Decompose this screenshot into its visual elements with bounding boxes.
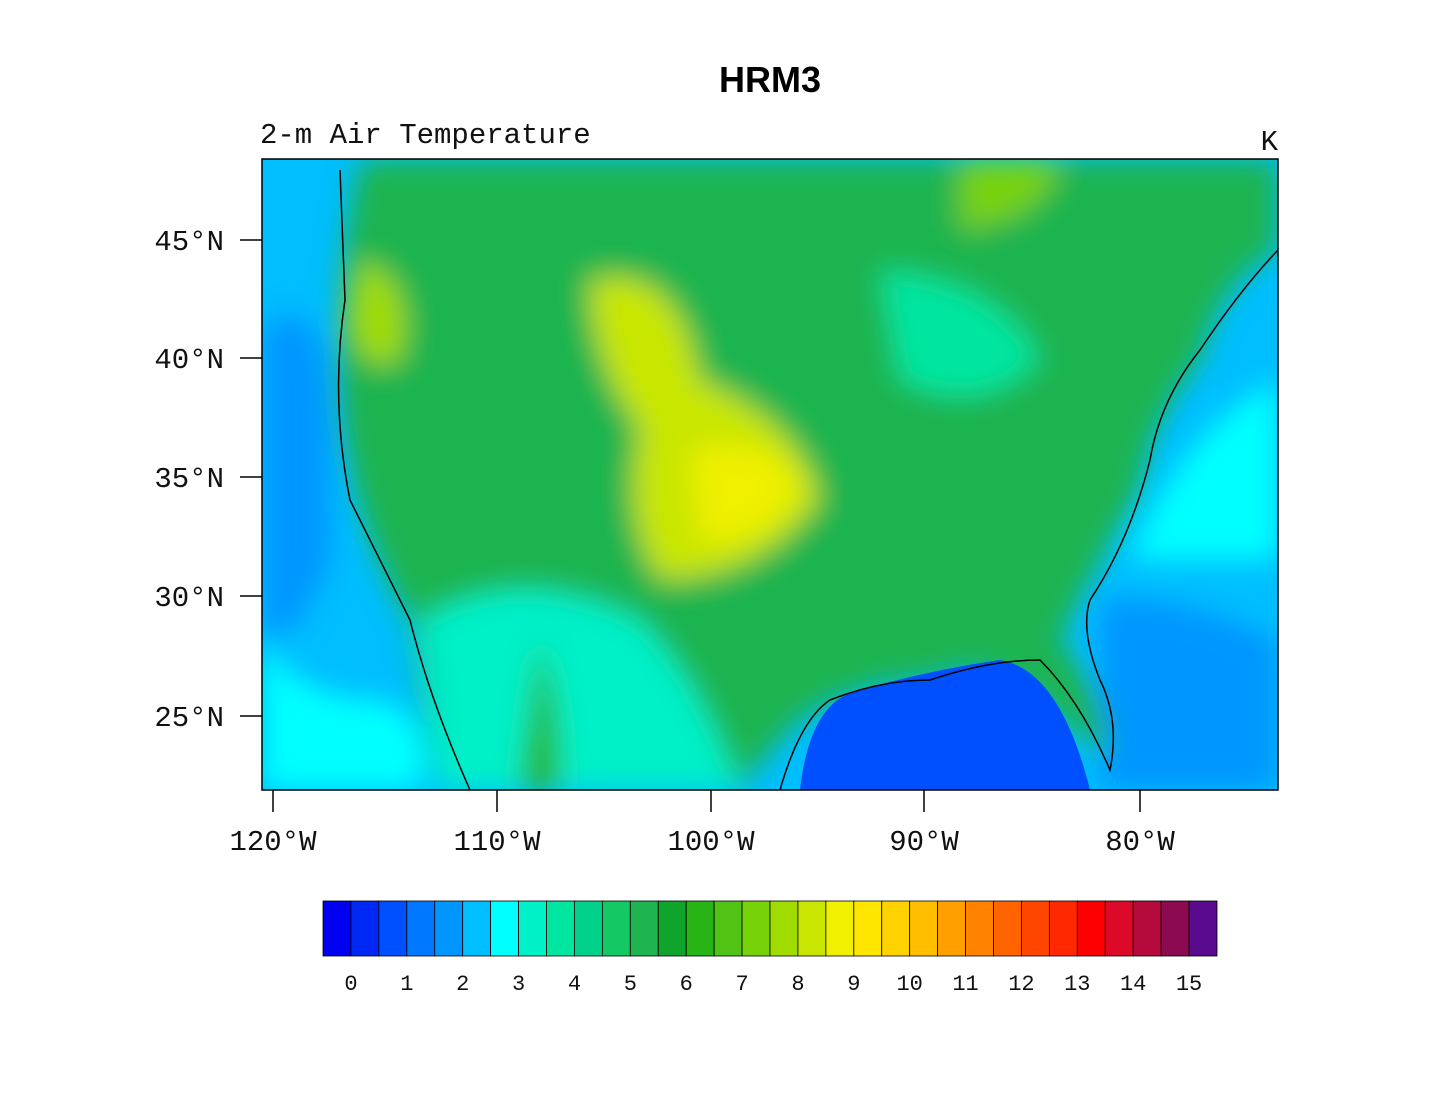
colorbar-box [601, 900, 631, 957]
lon-label: 100°W [667, 826, 755, 859]
colorbar-box [1076, 900, 1106, 957]
subtitle: 2-m Air Temperature [260, 119, 591, 152]
colorbar-label: 0 [344, 972, 357, 997]
colorbar-box [713, 900, 743, 957]
colorbar-label: 8 [791, 972, 804, 997]
colorbar-label: 4 [568, 972, 581, 997]
colorbar-label: 15 [1176, 972, 1202, 997]
map-field [262, 159, 1278, 790]
colorbar-box [993, 900, 1022, 957]
colorbar-label: 10 [896, 972, 922, 997]
title: HRM3 [719, 59, 821, 100]
colorbar-box [574, 900, 603, 957]
colorbar: 0 1 2 3 4 5 6 7 8 9 10 11 12 13 14 15 [322, 900, 1218, 997]
colorbar-box [378, 900, 408, 957]
colorbar-box [657, 900, 687, 957]
colorbar-box [518, 900, 547, 957]
colorbar-box [881, 900, 911, 957]
colorbar-box [937, 900, 966, 957]
lon-label: 80°W [1105, 826, 1175, 859]
colorbar-label: 14 [1120, 972, 1146, 997]
colorbar-box [1188, 900, 1218, 957]
colorbar-box [546, 900, 575, 957]
colorbar-box [1021, 900, 1050, 957]
colorbar-box [965, 900, 994, 957]
units: K [1261, 126, 1279, 159]
colorbar-box [825, 900, 855, 957]
plot-frame [261, 158, 1279, 791]
colorbar-box [434, 900, 464, 957]
colorbar-box [629, 900, 659, 957]
lat-label: 45°N [154, 226, 224, 259]
colorbar-box [1048, 900, 1078, 957]
colorbar-box [322, 900, 352, 957]
lat-label: 35°N [154, 463, 224, 496]
lat-label: 25°N [154, 702, 224, 735]
colorbar-label: 11 [952, 972, 978, 997]
colorbar-label: 7 [735, 972, 748, 997]
lon-label: 90°W [889, 826, 959, 859]
colorbar-box [1132, 900, 1162, 957]
colorbar-label: 13 [1064, 972, 1090, 997]
lon-label: 120°W [229, 826, 317, 859]
colorbar-box [769, 900, 799, 957]
colorbar-box [462, 900, 492, 957]
colorbar-label: 12 [1008, 972, 1034, 997]
lat-label: 40°N [154, 344, 224, 377]
colorbar-label: 1 [400, 972, 413, 997]
axes: 45°N 40°N 35°N 30°N 25°N 120°W 110°W 100°W 90°W 8… [154, 226, 1175, 859]
colorbar-box [490, 900, 519, 957]
colorbar-box [685, 900, 715, 957]
colorbar-box [1160, 900, 1190, 957]
colorbar-label: 2 [456, 972, 469, 997]
colorbar-box [1104, 900, 1134, 957]
colorbar-label: 6 [680, 972, 693, 997]
colorbar-box [741, 900, 771, 957]
colorbar-box [797, 900, 827, 957]
lat-label: 30°N [154, 582, 224, 615]
colorbar-label: 5 [624, 972, 637, 997]
colorbar-box [350, 900, 380, 957]
colorbar-label: 9 [847, 972, 860, 997]
colorbar-box [406, 900, 436, 957]
colorbar-box [853, 900, 883, 957]
colorbar-box [909, 900, 939, 957]
lon-label: 110°W [453, 826, 541, 859]
colorbar-label: 3 [512, 972, 525, 997]
